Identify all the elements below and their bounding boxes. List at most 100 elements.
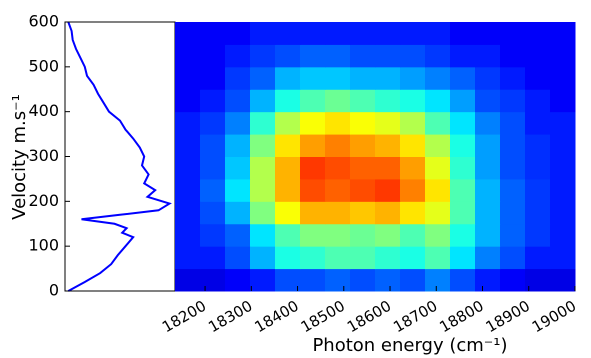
heat-cell: [425, 246, 451, 270]
heat-cell: [325, 89, 351, 113]
heat-cell: [550, 44, 576, 68]
heat-cell: [475, 201, 501, 225]
heat-cell: [200, 44, 226, 68]
heat-cell: [250, 44, 276, 68]
y-tick-label: 0: [49, 281, 59, 300]
heat-cell: [500, 201, 526, 225]
heat-cell: [425, 134, 451, 157]
heat-cell: [300, 134, 326, 157]
heat-cell: [275, 89, 301, 113]
heat-cell: [525, 44, 551, 68]
heat-cell: [525, 89, 551, 113]
x-tick-label: 18400: [251, 297, 301, 336]
heat-cell: [425, 111, 451, 135]
heat-cell: [425, 178, 451, 202]
heat-cell: [200, 246, 226, 270]
heat-cell: [550, 223, 576, 247]
heat-cell: [425, 223, 451, 247]
heat-cell: [375, 178, 401, 202]
heat-cell: [525, 66, 551, 90]
heat-cell: [325, 66, 351, 90]
heat-cell: [450, 111, 476, 135]
x-tick-label: 18900: [483, 297, 533, 336]
heat-cell: [425, 268, 451, 292]
heat-cell: [350, 134, 376, 157]
heat-cell: [400, 111, 426, 135]
heat-cell: [325, 178, 351, 202]
heat-cell: [400, 268, 426, 292]
heat-cell: [375, 156, 401, 180]
heat-cell: [350, 246, 376, 270]
heat-cell: [200, 134, 226, 157]
heat-cell: [325, 134, 351, 157]
heat-cell: [225, 201, 251, 225]
heat-cell: [400, 66, 426, 90]
heat-cell: [250, 268, 276, 292]
heat-cell: [375, 268, 401, 292]
heat-cell: [175, 201, 201, 225]
heat-cell: [525, 22, 551, 45]
heat-cell: [250, 156, 276, 180]
heat-cell: [175, 89, 201, 113]
heat-cell: [550, 246, 576, 270]
heat-cell: [175, 66, 201, 90]
x-tick-label: 18500: [298, 297, 348, 336]
heat-cell: [500, 111, 526, 135]
heat-cell: [175, 134, 201, 157]
heat-cell: [225, 178, 251, 202]
heat-cell: [550, 134, 576, 157]
heat-cell: [275, 66, 301, 90]
heat-cell: [300, 156, 326, 180]
heat-cell: [450, 201, 476, 225]
heat-cell: [475, 66, 501, 90]
heat-cell: [350, 156, 376, 180]
heat-cell: [275, 246, 301, 270]
heat-cell: [175, 44, 201, 68]
heat-cell: [500, 223, 526, 247]
y-tick-label: 400: [28, 101, 59, 120]
heat-cell: [475, 89, 501, 113]
heat-cell: [250, 111, 276, 135]
heat-cell: [250, 66, 276, 90]
heat-cell: [250, 246, 276, 270]
heat-cell: [300, 246, 326, 270]
heat-cell: [250, 201, 276, 225]
heat-cell: [250, 89, 276, 113]
x-tick-label: 19000: [529, 297, 579, 336]
profile-line: [67, 21, 172, 292]
heat-cell: [325, 268, 351, 292]
heat-cell: [350, 22, 376, 45]
heat-cell: [550, 111, 576, 135]
heat-cell: [500, 66, 526, 90]
heat-cell: [225, 111, 251, 135]
heat-cell: [200, 201, 226, 225]
heat-cell: [375, 111, 401, 135]
x-tick-label: 18300: [205, 297, 255, 336]
x-tick-label: 18600: [344, 297, 394, 336]
heat-cell: [350, 178, 376, 202]
heat-cell: [200, 156, 226, 180]
y-tick-label: 100: [28, 236, 59, 255]
heat-cell: [300, 201, 326, 225]
heat-cell: [375, 89, 401, 113]
heat-cell: [200, 268, 226, 292]
heat-cell: [550, 89, 576, 113]
heat-cell: [275, 134, 301, 157]
heat-cell: [400, 246, 426, 270]
heat-cell: [475, 178, 501, 202]
heat-cell: [175, 22, 201, 45]
heat-cell: [300, 44, 326, 68]
heat-cell: [525, 201, 551, 225]
heat-cell: [200, 66, 226, 90]
heat-cell: [450, 66, 476, 90]
heat-cell: [325, 201, 351, 225]
heat-cell: [400, 201, 426, 225]
heat-cell: [500, 268, 526, 292]
heat-cell: [500, 44, 526, 68]
heat-cell: [400, 22, 426, 45]
heat-cell: [325, 111, 351, 135]
heat-cell: [200, 89, 226, 113]
heat-cell: [200, 22, 226, 45]
heat-cell: [325, 44, 351, 68]
heat-cell: [450, 22, 476, 45]
